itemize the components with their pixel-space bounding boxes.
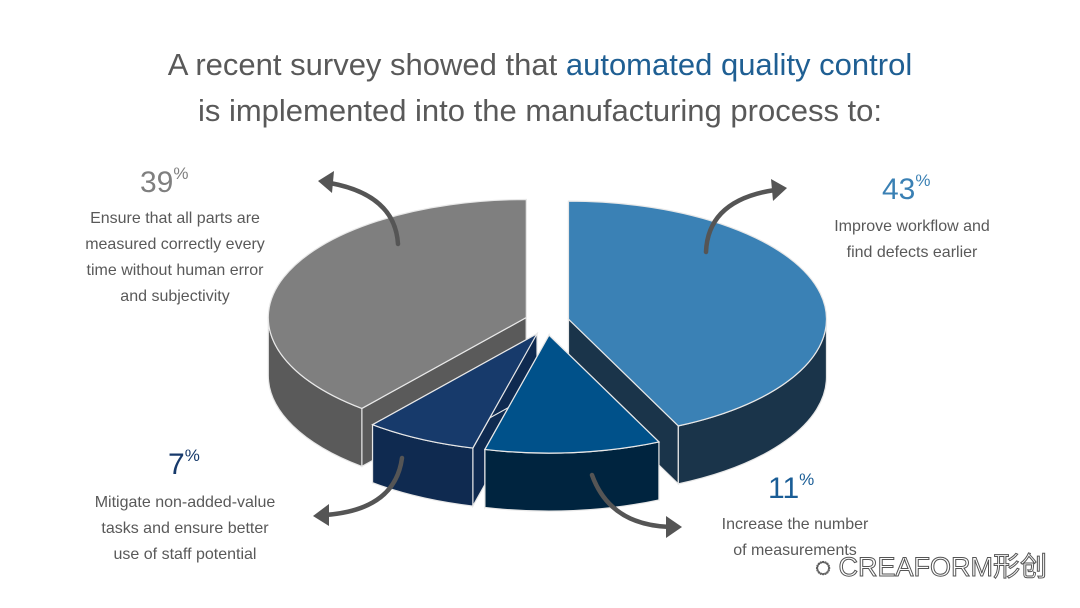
arrow-11 <box>589 472 673 530</box>
slice-11 <box>483 334 661 454</box>
watermark-logo: ◌ CREAFORM形创 <box>814 552 1048 583</box>
slice-7 <box>371 332 539 449</box>
arrow-head-43 <box>771 179 787 201</box>
arrow-7 <box>322 455 405 518</box>
title-highlight: automated quality control <box>565 47 913 82</box>
desc-7: Mitigate non-added-value tasks and ensure… <box>94 494 276 563</box>
title-text: A recent survey showed that <box>167 47 566 82</box>
pct-11: 11% <box>768 470 815 505</box>
pct-43: 43% <box>882 171 931 206</box>
slice-43 <box>567 200 828 427</box>
desc-11: Increase the number of measurements <box>721 516 869 559</box>
pct-7: 7% <box>168 446 200 481</box>
arrow-head-11 <box>666 516 682 538</box>
arrow-43 <box>703 187 778 255</box>
slice-39 <box>267 198 527 410</box>
arrow-39 <box>327 180 401 247</box>
title-line-2: is implemented into the manufacturing pr… <box>197 93 883 128</box>
arrow-head-39 <box>318 171 334 193</box>
desc-43: Improve workflow and find defects earlier <box>834 218 990 261</box>
pct-39: 39% <box>140 164 189 199</box>
arrow-head-7 <box>313 504 329 526</box>
title-line-1: A recent survey showed that automated qu… <box>0 42 1080 88</box>
desc-39: Ensure that all parts are measured correc… <box>85 210 265 305</box>
